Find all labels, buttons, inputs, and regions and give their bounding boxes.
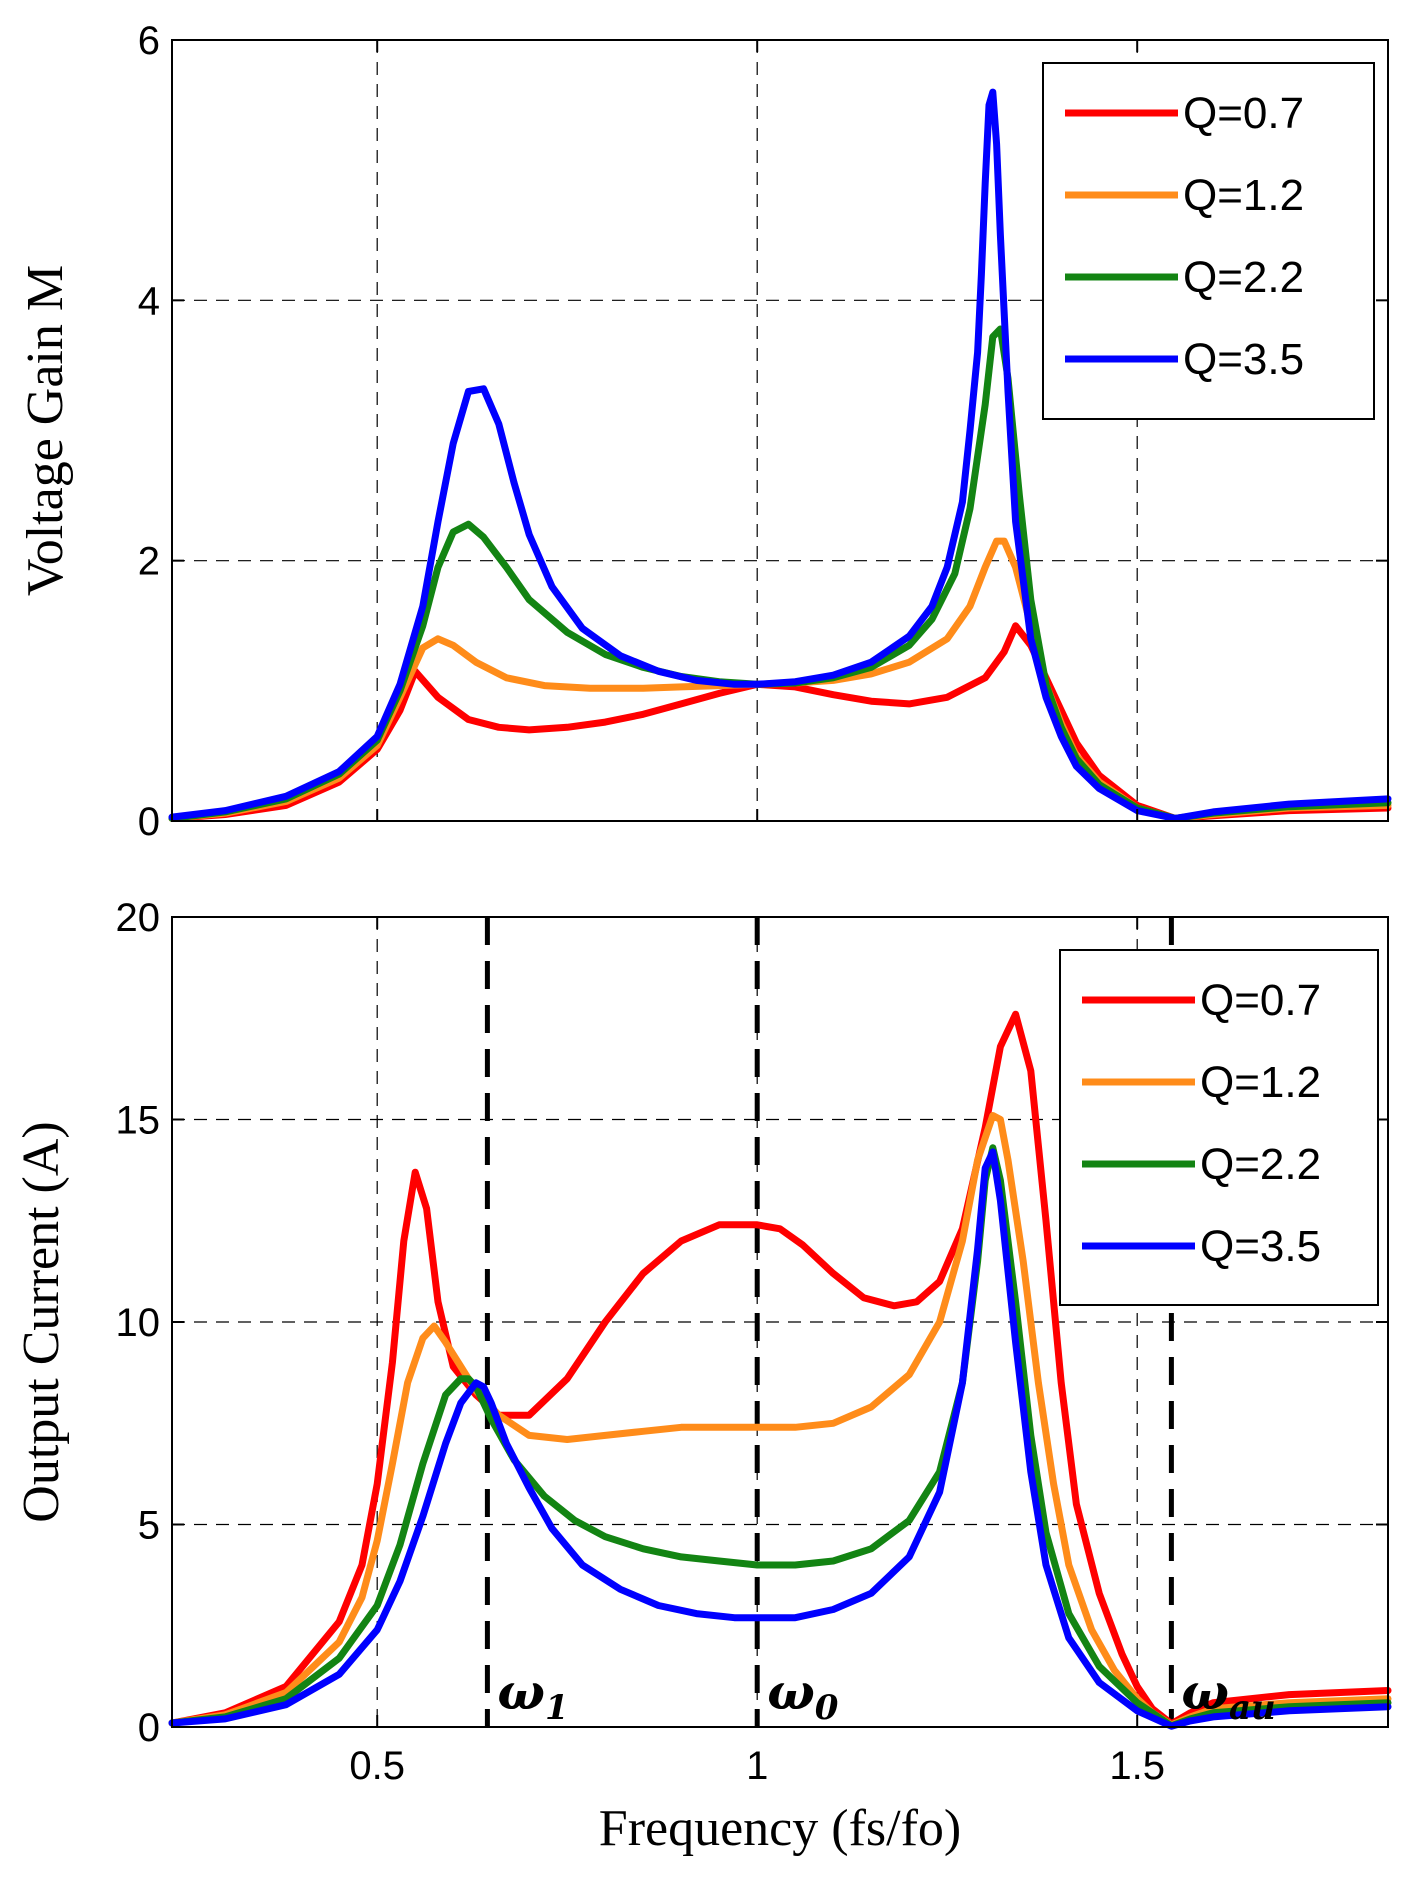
x-axis-label: Frequency (fs/fo) <box>599 1800 961 1857</box>
y-tick-label: 0 <box>138 1706 160 1750</box>
legend-label: Q=1.2 <box>1183 171 1304 220</box>
output-current-chart: ω1 ω0 ωau 0.5 1 1.5 0 5 10 15 20 Output Current (A)… <box>13 896 1392 1857</box>
legend: Q=0.7 Q=1.2 Q=2.2 Q=3.5 <box>1059 949 1379 1306</box>
annotation-label: ωau <box>1181 1662 1275 1728</box>
legend-label: Q=3.5 <box>1183 335 1304 384</box>
y-axis-label: Voltage Gain M <box>17 265 74 596</box>
y-tick-label: 0 <box>138 800 160 844</box>
x-tick-label: 0.5 <box>349 1744 405 1788</box>
series-line-Q=3.5 <box>168 88 1392 822</box>
axes-frame <box>171 39 1389 822</box>
x-tick-label: 1.5 <box>1109 1744 1165 1788</box>
legend-label: Q=1.2 <box>1200 1058 1321 1107</box>
legend-label: Q=3.5 <box>1200 1222 1321 1271</box>
y-tick-label: 6 <box>138 19 160 63</box>
series-line-Q=1.2 <box>168 1112 1392 1729</box>
series-line-Q=2.2 <box>168 1144 1392 1730</box>
legend-label: Q=0.7 <box>1200 976 1321 1025</box>
y-tick-label: 10 <box>116 1301 161 1345</box>
voltage-gain-chart: 0 2 4 6 Voltage Gain M Q=0.7 Q=1.2 Q=2.2 Q=3.5 <box>17 19 1392 844</box>
x-tick-label: 1 <box>746 1744 768 1788</box>
y-axis-label: Output Current (A) <box>13 1121 70 1522</box>
legend-label: Q=2.2 <box>1200 1140 1321 1189</box>
annotation-label: ω0 <box>767 1662 839 1728</box>
legend-label: Q=2.2 <box>1183 253 1304 302</box>
legend: Q=0.7 Q=1.2 Q=2.2 Q=3.5 <box>1042 62 1375 420</box>
y-tick-label: 4 <box>138 279 160 323</box>
series-line-Q=3.5 <box>168 1148 1392 1730</box>
series-line-Q=0.7 <box>168 1010 1392 1728</box>
y-tick-label: 15 <box>116 1099 161 1143</box>
y-tick-label: 20 <box>116 896 161 940</box>
legend-label: Q=0.7 <box>1183 89 1304 138</box>
y-tick-label: 5 <box>138 1504 160 1548</box>
y-tick-label: 2 <box>138 540 160 584</box>
annotation-label: ω1 <box>497 1662 568 1728</box>
series-line-Q=0.7 <box>168 622 1392 822</box>
